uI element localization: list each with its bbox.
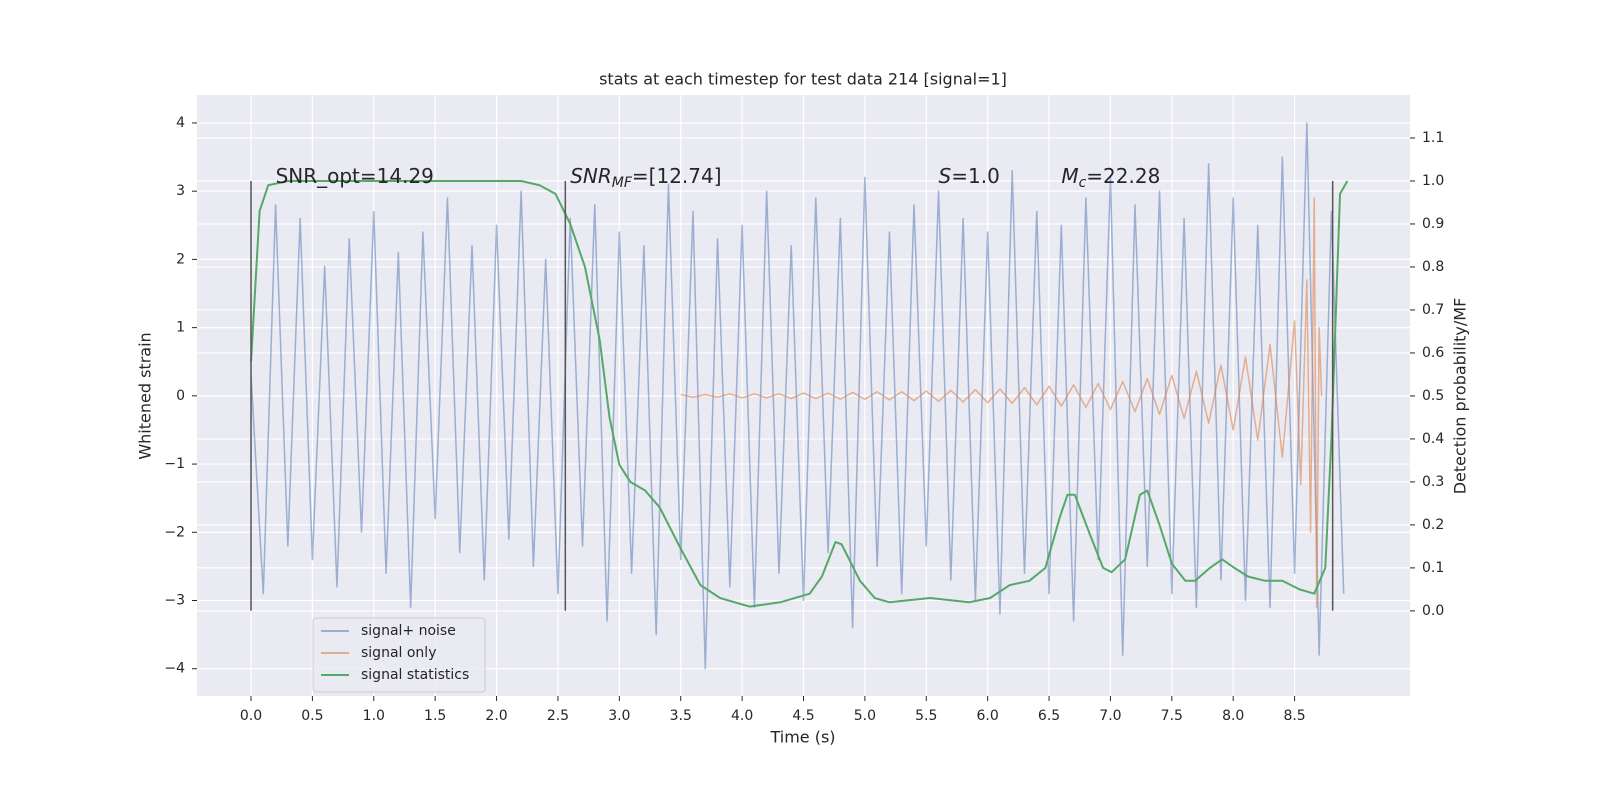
annotation: SNRMF=[12.74] [570, 164, 721, 191]
x-tick-label: 2.5 [547, 708, 569, 724]
y-tick-label: −3 [164, 592, 185, 608]
annotation-part: SNR [570, 164, 612, 188]
y2-tick-label: 0.5 [1422, 388, 1444, 404]
y2-tick-label: 0.8 [1422, 259, 1444, 275]
y2-tick-label: 0.0 [1422, 603, 1444, 619]
annotation-part: MF [612, 175, 633, 191]
legend-label: signal+ noise [361, 623, 456, 639]
annotation-part: =[12.74] [632, 164, 722, 188]
legend-label: signal statistics [361, 667, 469, 683]
y-axis-label: Whitened strain [136, 332, 155, 459]
y-tick-label: 1 [176, 320, 185, 336]
x-tick-label: 0.0 [240, 708, 262, 724]
y-tick-label: 4 [176, 115, 185, 131]
x-tick-label: 5.5 [915, 708, 937, 724]
legend-label: signal only [361, 645, 436, 661]
y-tick-label: −1 [164, 456, 185, 472]
annotation: SNR_opt=14.29 [276, 164, 434, 188]
series-line [250, 179, 1349, 608]
series-line [680, 197, 1323, 609]
x-tick-label: 8.5 [1283, 708, 1305, 724]
x-tick-label: 4.5 [792, 708, 814, 724]
annotation-part: M [1061, 164, 1078, 188]
x-tick-label: 5.0 [854, 708, 876, 724]
y2-tick-label: 0.7 [1422, 302, 1444, 318]
x-tick-label: 2.0 [485, 708, 507, 724]
y-tick-label: 3 [176, 183, 185, 199]
annotation: S=1.0 [939, 164, 1000, 188]
legend-box [312, 617, 486, 693]
x-axis-label: Time (s) [769, 728, 835, 747]
x-tick-label: 1.0 [363, 708, 385, 724]
y-tick-label: 2 [176, 251, 185, 267]
y2-tick-label: 0.3 [1422, 474, 1444, 490]
y2-tick-label: 1.0 [1422, 173, 1444, 189]
y2-tick-label: 0.6 [1422, 345, 1444, 361]
x-tick-label: 8.0 [1222, 708, 1244, 724]
y2-tick-label: 0.9 [1422, 216, 1444, 232]
y2-tick-label: 0.2 [1422, 517, 1444, 533]
y2-tick-label: 1.1 [1422, 130, 1444, 146]
y-tick-label: −4 [164, 661, 185, 677]
x-tick-label: 6.5 [1038, 708, 1060, 724]
x-tick-label: 7.0 [1099, 708, 1121, 724]
annotation-part: =22.28 [1086, 164, 1160, 188]
x-tick-label: 0.5 [301, 708, 323, 724]
x-tick-label: 1.5 [424, 708, 446, 724]
y2-tick-label: 0.4 [1422, 431, 1444, 447]
chart-title: stats at each timestep for test data 214… [599, 70, 1007, 89]
x-tick-label: 6.0 [977, 708, 999, 724]
annotation: Mc=22.28 [1061, 164, 1160, 191]
x-tick-label: 4.0 [731, 708, 753, 724]
x-tick-label: 3.0 [608, 708, 630, 724]
x-tick-label: 7.5 [1161, 708, 1183, 724]
annotation-part: c [1079, 175, 1087, 191]
annotation-part: S [939, 164, 952, 188]
y2-tick-label: 0.1 [1422, 560, 1444, 576]
y-tick-label: 0 [176, 388, 185, 404]
y2-axis-label: Detection probability/MF [1451, 298, 1470, 495]
series-line [250, 122, 1345, 670]
y-tick-label: −2 [164, 524, 185, 540]
annotation-part: SNR_opt=14.29 [276, 164, 434, 188]
x-tick-label: 3.5 [670, 708, 692, 724]
annotation-part: =1.0 [951, 164, 1000, 188]
legend: signal+ noise signal only signal statistic… [312, 617, 486, 693]
